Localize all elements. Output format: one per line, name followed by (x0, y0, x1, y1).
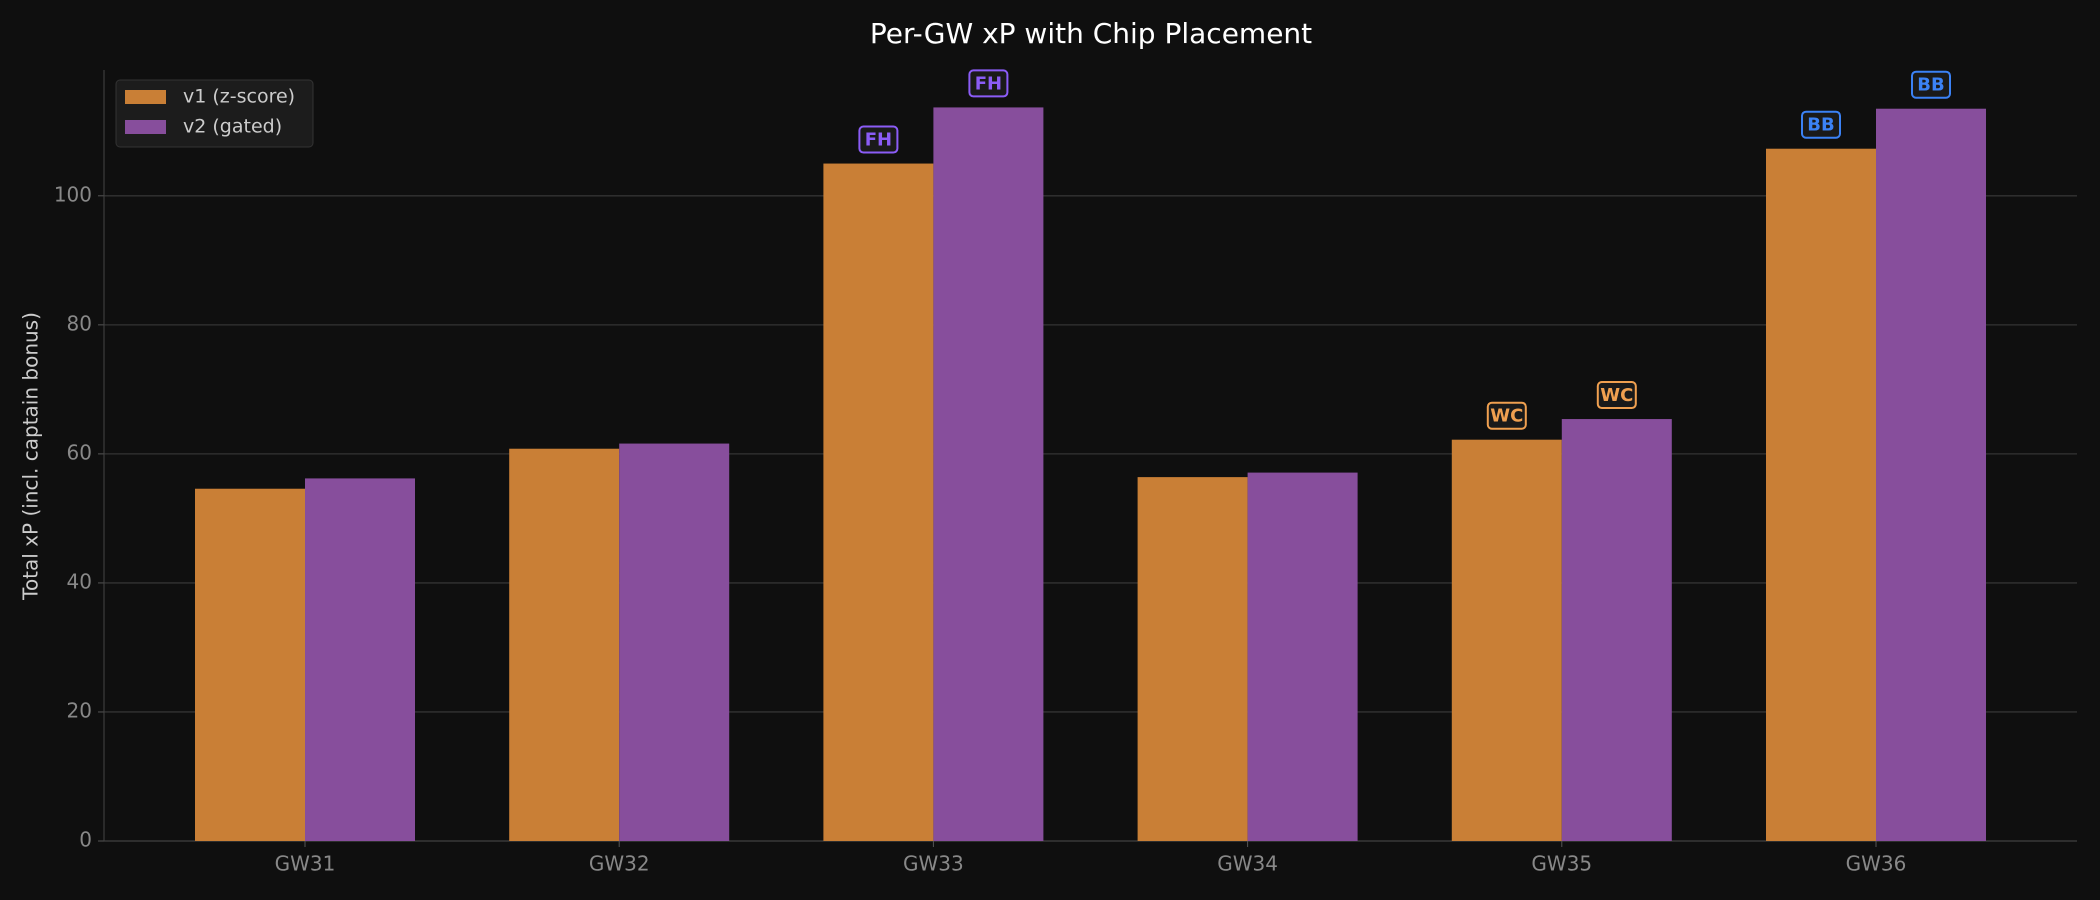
y-tick-label: 0 (79, 828, 92, 852)
bar (509, 448, 620, 841)
chip-label: FH (865, 130, 892, 151)
y-tick-label: 80 (67, 311, 92, 335)
chip-box (1486, 401, 1527, 430)
chip-box (858, 125, 899, 154)
y-tick-label: 60 (67, 440, 92, 464)
x-tick-label: GW31 (275, 852, 336, 876)
chip-box (1911, 70, 1951, 99)
legend-swatch (125, 120, 166, 134)
bar (1876, 108, 1986, 841)
chip-label: BB (1917, 75, 1944, 96)
y-tick-label: 100 (54, 182, 92, 206)
chip-box (968, 69, 1009, 98)
bar (195, 488, 305, 841)
bar (1451, 439, 1562, 841)
y-tick-label: 40 (67, 569, 92, 593)
bar (619, 443, 730, 841)
y-axis-label: Total xP (incl. captain bonus) (19, 312, 43, 601)
bar (823, 163, 934, 841)
y-tick-label: 20 (67, 698, 92, 722)
legend-swatch (125, 90, 166, 104)
legend-label: v1 (z-score) (183, 86, 295, 108)
chip-label: WC (1490, 406, 1523, 427)
chip-label: FH (975, 73, 1002, 94)
bar (305, 478, 415, 841)
x-tick-label: GW35 (1531, 852, 1592, 876)
chip-label: BB (1807, 115, 1834, 136)
bar (933, 107, 1044, 842)
x-tick-label: GW33 (903, 852, 964, 876)
chart-title: Per-GW xP with Chip Placement (870, 17, 1312, 50)
chip-box (1801, 110, 1841, 139)
chip-label: WC (1600, 385, 1633, 406)
bar (1766, 148, 1876, 842)
legend-label: v2 (gated) (183, 116, 282, 138)
x-tick-label: GW36 (1846, 852, 1907, 876)
bar (1247, 472, 1358, 841)
bar (1137, 477, 1248, 841)
x-tick-label: GW32 (589, 852, 650, 876)
x-tick-label: GW34 (1217, 852, 1278, 876)
chip-box (1596, 381, 1637, 410)
bar (1561, 419, 1672, 841)
